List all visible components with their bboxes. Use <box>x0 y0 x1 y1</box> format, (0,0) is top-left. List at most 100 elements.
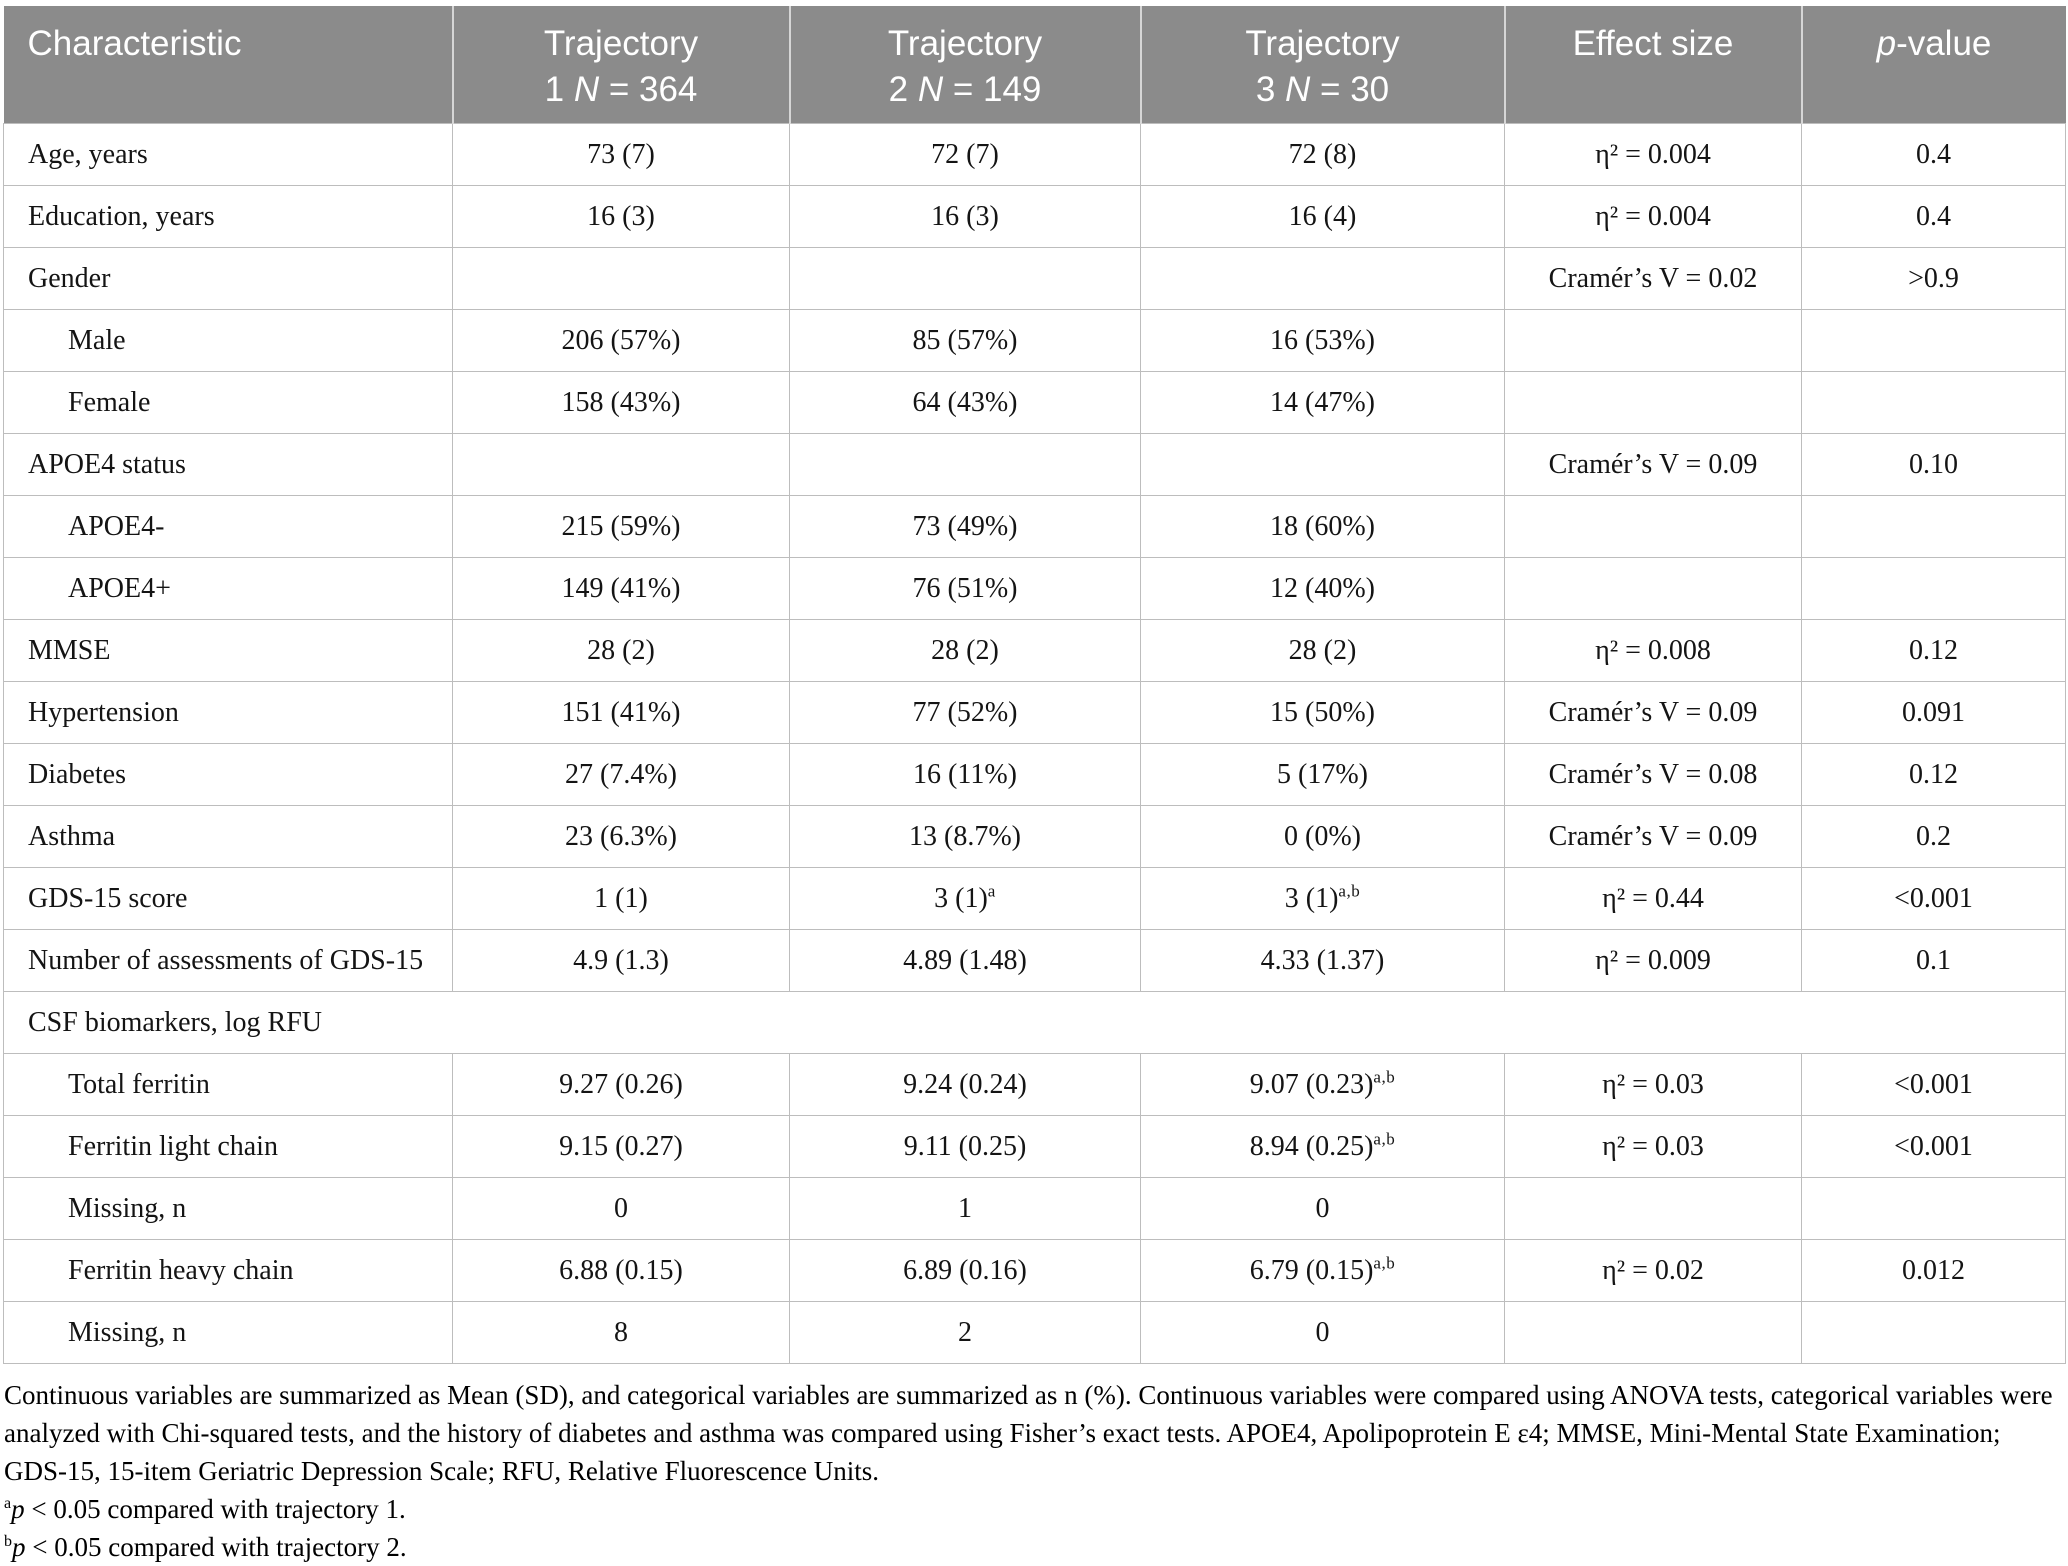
value-cell <box>789 433 1141 496</box>
table-body: Age, years 73 (7) 72 (7) 72 (8) η² = 0.004 0.… <box>3 123 2066 1364</box>
value-cell <box>1140 433 1505 496</box>
value-cell: 72 (7) <box>789 123 1141 186</box>
significance-superscript: a,b <box>1373 1253 1396 1273</box>
header-label-line2: 1 N = 364 <box>544 70 698 109</box>
row-label: Ferritin light chain <box>3 1115 453 1178</box>
p-value-cell: 0.091 <box>1801 681 2066 744</box>
table-row: Female 158 (43%) 64 (43%) 14 (47%) <box>3 371 2066 434</box>
footnote-a-marker: a <box>4 1495 12 1512</box>
value-cell: 28 (2) <box>452 619 790 682</box>
row-label: GDS-15 score <box>3 867 453 930</box>
table-header: Characteristic Trajectory 1 N = 364 Traj… <box>3 6 2066 124</box>
row-label: APOE4 status <box>3 433 453 496</box>
value-cell: 28 (2) <box>789 619 1141 682</box>
row-label: Missing, n <box>3 1301 453 1364</box>
effect-size-cell <box>1504 495 1802 558</box>
value-cell: 151 (41%) <box>452 681 790 744</box>
row-label: Male <box>3 309 453 372</box>
p-value-cell <box>1801 1177 2066 1240</box>
value-cell: 9.27 (0.26) <box>452 1053 790 1116</box>
p-value-cell: 0.4 <box>1801 185 2066 248</box>
table-row: Education, years 16 (3) 16 (3) 16 (4) η² = 0… <box>3 185 2066 248</box>
value-cell: 9.24 (0.24) <box>789 1053 1141 1116</box>
value-cell: 85 (57%) <box>789 309 1141 372</box>
footnote-b-marker: b <box>4 1533 12 1550</box>
significance-superscript: a <box>987 881 996 901</box>
row-label: Education, years <box>3 185 453 248</box>
value-cell: 77 (52%) <box>789 681 1141 744</box>
effect-size-cell: η² = 0.004 <box>1504 185 1802 248</box>
table-row: Ferritin heavy chain 6.88 (0.15) 6.89 (0.1… <box>3 1239 2066 1302</box>
p-value-cell: 0.4 <box>1801 123 2066 186</box>
value-cell: 5 (17%) <box>1140 743 1505 806</box>
row-label: Gender <box>3 247 453 310</box>
section-row: CSF biomarkers, log RFU <box>3 991 2066 1054</box>
value-cell: 3 (1)a <box>789 867 1141 930</box>
value-cell: 0 <box>1140 1301 1505 1364</box>
value-cell: 18 (60%) <box>1140 495 1505 558</box>
characteristics-table-figure: Characteristic Trajectory 1 N = 364 Traj… <box>0 6 2068 1562</box>
p-value-cell: <0.001 <box>1801 1115 2066 1178</box>
effect-size-cell: η² = 0.44 <box>1504 867 1802 930</box>
value-cell: 2 <box>789 1301 1141 1364</box>
effect-size-cell <box>1504 309 1802 372</box>
header-label-line1: Trajectory <box>543 24 699 63</box>
p-value-cell: 0.10 <box>1801 433 2066 496</box>
value-cell: 6.79 (0.15)a,b <box>1140 1239 1505 1302</box>
table-row: Male 206 (57%) 85 (57%) 16 (53%) <box>3 309 2066 372</box>
p-value-cell <box>1801 371 2066 434</box>
p-value-cell <box>1801 557 2066 620</box>
value-cell: 16 (3) <box>789 185 1141 248</box>
p-value-cell <box>1801 1301 2066 1364</box>
effect-size-cell <box>1504 557 1802 620</box>
footnote-b: bp < 0.05 compared with trajectory 2. <box>4 1532 407 1562</box>
value-cell: 23 (6.3%) <box>452 805 790 868</box>
row-label: Number of assessments of GDS-15 <box>3 929 453 992</box>
value-cell <box>1140 247 1505 310</box>
effect-size-cell: η² = 0.008 <box>1504 619 1802 682</box>
effect-size-cell <box>1504 1177 1802 1240</box>
value-cell: 4.33 (1.37) <box>1140 929 1505 992</box>
row-label: MMSE <box>3 619 453 682</box>
section-label: CSF biomarkers, log RFU <box>3 991 2066 1054</box>
value-cell: 0 <box>452 1177 790 1240</box>
p-value-cell: 0.1 <box>1801 929 2066 992</box>
table-row: APOE4 status Cramér’s V = 0.09 0.10 <box>3 433 2066 496</box>
value-cell: 15 (50%) <box>1140 681 1505 744</box>
value-cell: 4.89 (1.48) <box>789 929 1141 992</box>
effect-size-cell: Cramér’s V = 0.02 <box>1504 247 1802 310</box>
table-row: Number of assessments of GDS-15 4.9 (1.3)… <box>3 929 2066 992</box>
p-value-cell: 0.12 <box>1801 743 2066 806</box>
significance-superscript: a,b <box>1373 1129 1396 1149</box>
header-trajectory-3: Trajectory 3 N = 30 <box>1139 6 1505 124</box>
footnote-general: Continuous variables are summarized as M… <box>4 1380 2053 1486</box>
value-cell: 14 (47%) <box>1140 371 1505 434</box>
row-label: Total ferritin <box>3 1053 453 1116</box>
effect-size-cell: Cramér’s V = 0.09 <box>1504 433 1802 496</box>
value-cell: 9.15 (0.27) <box>452 1115 790 1178</box>
header-trajectory-1: Trajectory 1 N = 364 <box>451 6 790 124</box>
table-row: APOE4+ 149 (41%) 76 (51%) 12 (40%) <box>3 557 2066 620</box>
effect-size-cell: η² = 0.004 <box>1504 123 1802 186</box>
header-label: p-value <box>1876 24 1992 63</box>
value-cell: 6.89 (0.16) <box>789 1239 1141 1302</box>
effect-size-cell <box>1504 371 1802 434</box>
value-cell <box>452 433 790 496</box>
value-cell: 1 <box>789 1177 1141 1240</box>
p-value-cell: 0.12 <box>1801 619 2066 682</box>
value-cell: 73 (49%) <box>789 495 1141 558</box>
header-label-line1: Trajectory <box>1245 24 1400 63</box>
header-label-line1: Trajectory <box>887 24 1043 63</box>
row-label: Female <box>3 371 453 434</box>
row-label: Asthma <box>3 805 453 868</box>
table-row: Diabetes 27 (7.4%) 16 (11%) 5 (17%) Cramér’s… <box>3 743 2066 806</box>
value-cell <box>452 247 790 310</box>
value-cell: 73 (7) <box>452 123 790 186</box>
header-trajectory-2: Trajectory 2 N = 149 <box>788 6 1141 124</box>
header-label-line2: 2 N = 149 <box>888 70 1042 109</box>
footnotes: Continuous variables are summarized as M… <box>4 1376 2064 1566</box>
p-value-cell <box>1801 495 2066 558</box>
effect-size-cell: Cramér’s V = 0.09 <box>1504 805 1802 868</box>
value-cell: 16 (53%) <box>1140 309 1505 372</box>
